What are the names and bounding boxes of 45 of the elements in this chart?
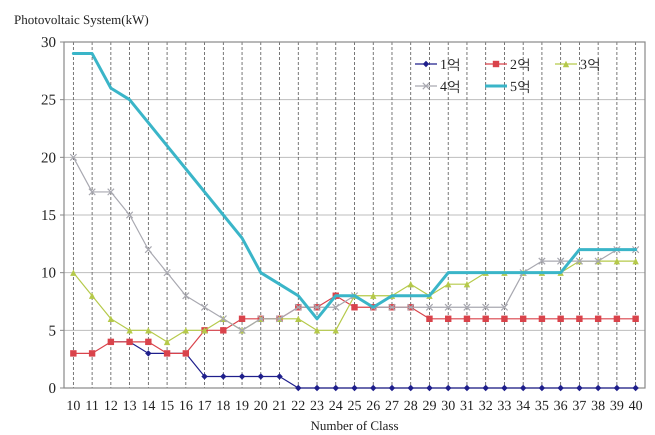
x-tick-label: 39 <box>610 399 624 414</box>
x-tick-label: 13 <box>122 399 137 414</box>
x-tick-label: 17 <box>198 399 212 414</box>
x-tick-label: 19 <box>235 399 250 414</box>
x-tick-label: 18 <box>216 399 230 414</box>
y-tick-label: 25 <box>41 92 56 109</box>
legend-label: 4억 <box>440 80 461 95</box>
x-tick-label: 21 <box>272 399 287 414</box>
x-tick-label: 11 <box>85 399 99 414</box>
y-tick-label: 5 <box>48 323 56 340</box>
x-tick-label: 16 <box>178 399 193 414</box>
legend-label: 1억 <box>440 58 461 73</box>
x-tick-label: 32 <box>478 399 493 414</box>
legend-label: 5억 <box>510 80 531 95</box>
x-tick-label: 40 <box>628 399 643 414</box>
x-tick-label: 27 <box>384 399 399 414</box>
x-tick-label: 36 <box>554 399 568 414</box>
x-tick-label: 35 <box>534 399 549 414</box>
x-tick-label: 22 <box>291 399 306 414</box>
x-tick-label: 25 <box>348 399 362 414</box>
x-tick-label: 23 <box>310 399 324 414</box>
x-tick-label: 20 <box>254 399 268 414</box>
x-tick-label: 33 <box>497 399 512 414</box>
x-axis-title: Number of Class <box>310 418 399 433</box>
x-tick-label: 12 <box>104 399 118 414</box>
x-tick-label: 31 <box>460 399 474 414</box>
y-axis-title: Photovoltaic System(kW) <box>14 12 149 27</box>
x-tick-label: 38 <box>591 399 606 414</box>
y-tick-label: 0 <box>48 381 56 397</box>
legend-label: 2억 <box>510 58 531 73</box>
x-tick-label: 29 <box>422 399 436 414</box>
y-tick-label: 20 <box>41 150 56 166</box>
y-tick-label: 15 <box>41 208 56 224</box>
x-tick-label: 34 <box>516 399 530 414</box>
y-tick-label: 10 <box>41 266 56 282</box>
x-tick-label: 26 <box>366 399 380 414</box>
legend-label: 3억 <box>580 58 601 73</box>
x-tick-label: 28 <box>404 399 418 414</box>
x-tick-label: 14 <box>141 399 156 414</box>
x-tick-label: 37 <box>572 399 586 414</box>
y-tick-label: 30 <box>41 35 56 51</box>
x-tick-label: 24 <box>328 399 343 414</box>
x-tick-label: 15 <box>160 399 174 414</box>
x-tick-label: 10 <box>66 399 80 414</box>
x-tick-label: 30 <box>441 399 456 414</box>
